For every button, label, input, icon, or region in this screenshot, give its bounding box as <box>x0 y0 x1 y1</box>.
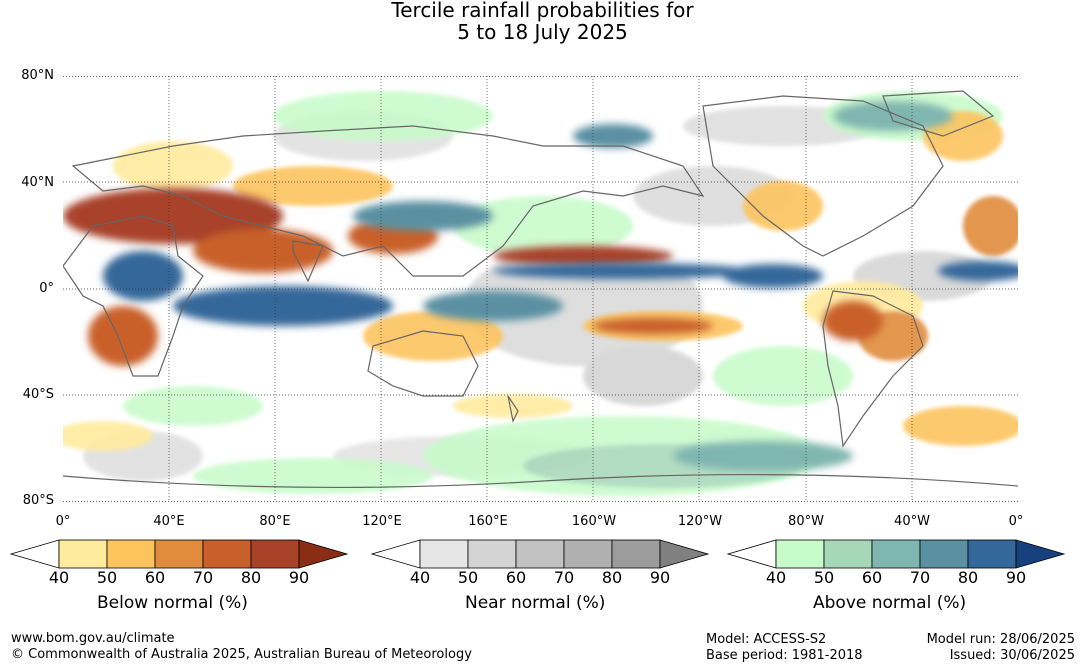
above-normal-colorbar: 40 50 60 70 80 90 <box>726 539 1066 587</box>
above-normal-swatch-1 <box>775 539 825 569</box>
near-normal-swatch-low <box>370 539 421 569</box>
footer-base-period: Base period: 1981-2018 <box>706 648 863 663</box>
footer-model-run: Model run: 28/06/2025 <box>926 632 1075 647</box>
above-normal-tick-90: 90 <box>1005 568 1027 587</box>
below-normal-tick-80: 80 <box>240 568 262 587</box>
lat-label-0: 0° <box>39 281 54 296</box>
below-normal-tick-70: 70 <box>192 568 214 587</box>
near-normal-tick-40: 40 <box>409 568 431 587</box>
lon-label-40w: 40°W <box>894 514 930 529</box>
below-normal-swatch-low <box>9 539 60 569</box>
lon-label-40e: 40°E <box>153 514 185 529</box>
lon-label-120w: 120°W <box>677 514 723 529</box>
near-normal-legend-title: Near normal (%) <box>465 593 606 613</box>
above-normal-tick-70: 70 <box>909 568 931 587</box>
below-normal-swatch-high <box>298 539 349 569</box>
near-normal-swatch-4 <box>563 539 613 569</box>
near-normal-swatch-5 <box>611 539 661 569</box>
above-normal-colorbar-svg <box>726 539 1066 569</box>
below-normal-swatch-2 <box>106 539 156 569</box>
lon-label-80e: 80°E <box>259 514 291 529</box>
above-normal-tick-40: 40 <box>765 568 787 587</box>
above-normal-swatch-high <box>1015 539 1066 569</box>
lon-label-0-left: 0° <box>55 514 71 529</box>
near-normal-swatch-2 <box>467 539 517 569</box>
below-normal-colorbar: 40 50 60 70 80 90 <box>9 539 349 587</box>
near-normal-tick-80: 80 <box>601 568 623 587</box>
below-normal-tick-50: 50 <box>96 568 118 587</box>
map-title-line1: Tercile rainfall probabilities for <box>391 0 694 22</box>
near-normal-swatch-high <box>659 539 710 569</box>
lon-label-80w: 80°W <box>788 514 824 529</box>
lon-label-160w: 160°W <box>571 514 617 529</box>
below-normal-colorbar-svg <box>9 539 349 569</box>
near-normal-tick-70: 70 <box>553 568 575 587</box>
lat-label-80s: 80°S <box>22 493 54 508</box>
footer-model: Model: ACCESS-S2 <box>706 632 827 647</box>
above-normal-swatch-4 <box>919 539 969 569</box>
lat-label-40n: 40°N <box>21 175 54 190</box>
above-normal-swatch-5 <box>967 539 1017 569</box>
above-normal-tick-60: 60 <box>861 568 883 587</box>
graticule <box>63 76 1018 502</box>
footer-copyright: © Commonwealth of Australia 2025, Austra… <box>11 647 472 662</box>
lat-label-80n: 80°N <box>21 68 54 83</box>
lat-label-40s: 40°S <box>22 387 54 402</box>
below-normal-tick-60: 60 <box>144 568 166 587</box>
near-normal-swatch-3 <box>515 539 565 569</box>
lon-label-160e: 160°E <box>468 514 508 529</box>
map-title-line2: 5 to 18 July 2025 <box>457 20 628 44</box>
near-normal-tick-60: 60 <box>505 568 527 587</box>
below-normal-tick-40: 40 <box>48 568 70 587</box>
near-normal-tick-90: 90 <box>649 568 671 587</box>
near-normal-colorbar: 40 50 60 70 80 90 <box>370 539 710 587</box>
below-normal-swatch-4 <box>202 539 252 569</box>
above-normal-swatch-2 <box>823 539 873 569</box>
coastlines <box>63 90 1018 489</box>
map-canvas <box>63 76 1018 502</box>
below-normal-tick-90: 90 <box>288 568 310 587</box>
lon-label-120e: 120°E <box>362 514 402 529</box>
above-normal-swatch-3 <box>871 539 921 569</box>
above-normal-tick-50: 50 <box>813 568 835 587</box>
footer-issued: Issued: 30/06/2025 <box>949 648 1075 663</box>
footer-website: www.bom.gov.au/climate <box>11 631 175 646</box>
lon-label-0-right: 0° <box>1008 514 1024 529</box>
below-normal-swatch-5 <box>250 539 300 569</box>
below-normal-legend-title: Below normal (%) <box>97 593 248 613</box>
rainfall-probability-map <box>63 76 1018 502</box>
above-normal-legend-title: Above normal (%) <box>813 593 967 613</box>
near-normal-tick-50: 50 <box>457 568 479 587</box>
above-normal-tick-80: 80 <box>957 568 979 587</box>
near-normal-swatch-1 <box>419 539 469 569</box>
below-normal-swatch-3 <box>154 539 204 569</box>
above-normal-swatch-low <box>726 539 777 569</box>
near-normal-colorbar-svg <box>370 539 710 569</box>
below-normal-swatch-1 <box>58 539 108 569</box>
